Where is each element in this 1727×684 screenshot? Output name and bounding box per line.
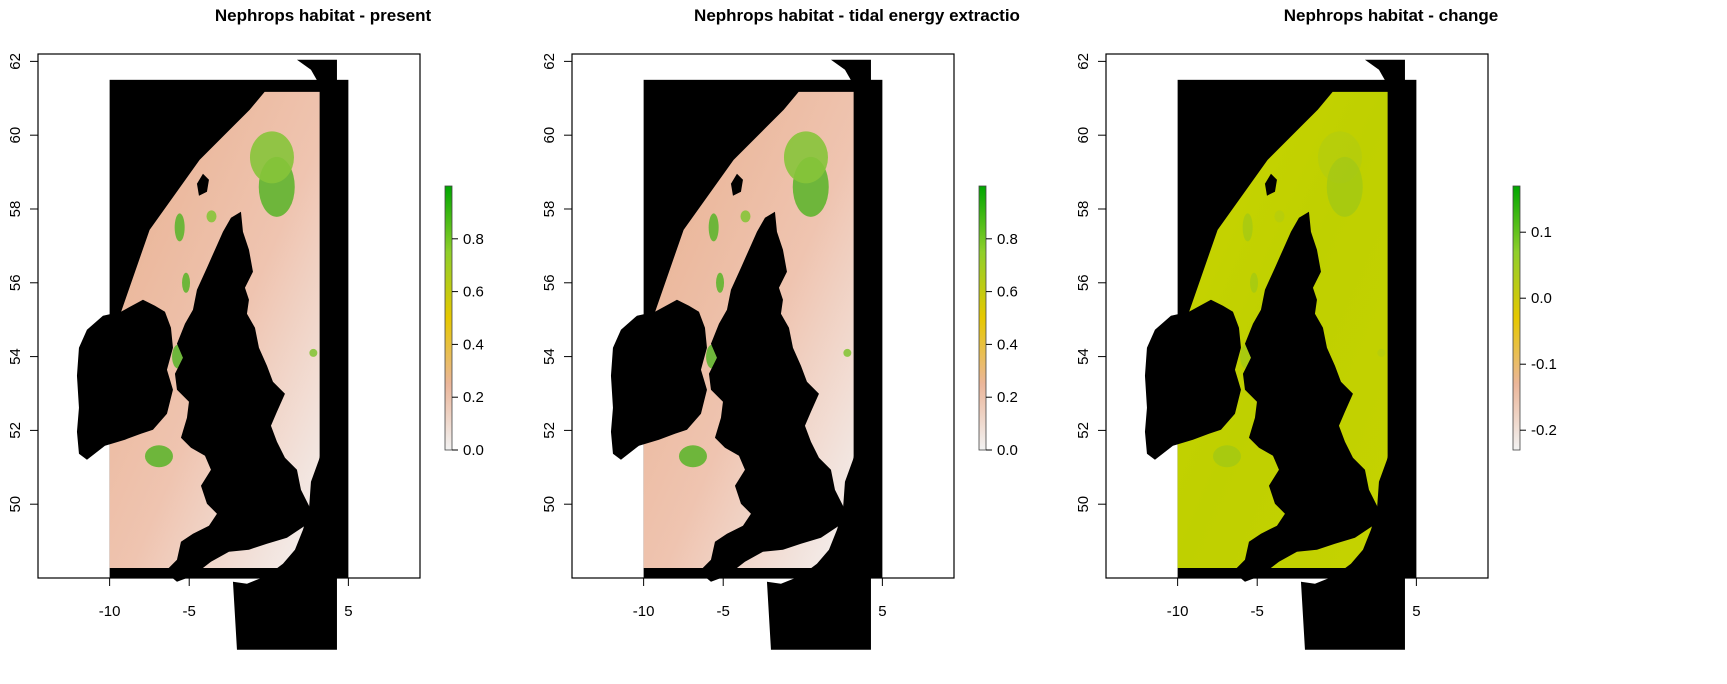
panel-title: Nephrops habitat - tidal energy extracti… (694, 6, 1020, 25)
legend-tick-label: 0.8 (463, 231, 484, 248)
habitat-patch (740, 210, 751, 223)
y-tick-label: 54 (1075, 348, 1092, 365)
legend-tick-label: -0.1 (1531, 356, 1557, 373)
habitat-patch (678, 445, 707, 468)
map-panel-2: Nephrops habitat - tidal energy extracti… (541, 6, 1020, 650)
y-tick-label: 62 (1075, 53, 1092, 70)
x-tick-label: -5 (717, 603, 730, 620)
y-tick-label: 62 (7, 53, 24, 70)
legend-tick-label: 0.0 (1531, 290, 1552, 307)
habitat-patch (1242, 213, 1253, 242)
x-tick-label: 5 (344, 603, 352, 620)
x-tick-label: -10 (1167, 603, 1189, 620)
habitat-patch (1250, 272, 1259, 293)
legend-colorbar (444, 185, 453, 451)
y-tick-label: 50 (1075, 496, 1092, 513)
x-tick-label: -10 (633, 603, 655, 620)
habitat-patch (182, 272, 191, 293)
y-tick-label: 62 (541, 53, 558, 70)
legend-tick-label: 0.2 (463, 389, 484, 406)
y-tick-label: 54 (541, 348, 558, 365)
panel-title: Nephrops habitat - change (1284, 6, 1498, 25)
habitat-patch (174, 213, 185, 242)
map-panel-1: Nephrops habitat - present -10 -5 0 5 50 52 54 5… (7, 6, 484, 650)
habitat-patch (1377, 348, 1386, 357)
y-tick-label: 56 (1075, 274, 1092, 291)
plot-frame (571, 53, 955, 579)
legend-tick-label: 0.4 (997, 336, 1018, 353)
habitat-patch (1274, 210, 1285, 223)
legend-tick-label: 0.1 (1531, 224, 1552, 241)
y-tick-label: 60 (7, 127, 24, 144)
legend-tick-label: 0.0 (997, 442, 1018, 459)
y-tick-label: 58 (1075, 201, 1092, 218)
legend-tick-label: -0.2 (1531, 422, 1557, 439)
habitat-patch (206, 210, 217, 223)
panel-title: Nephrops habitat - present (215, 6, 432, 25)
y-tick-label: 52 (7, 422, 24, 439)
plot-frame (1105, 53, 1489, 579)
habitat-patch (144, 445, 173, 468)
habitat-patch (783, 131, 828, 184)
map-panel-3: Nephrops habitat - change -10 -5 0 5 50 52 54 56… (1075, 6, 1557, 650)
habitat-patch (1212, 445, 1241, 468)
y-tick-label: 52 (541, 422, 558, 439)
habitat-patch (708, 213, 719, 242)
x-tick-label: 0 (1333, 603, 1341, 620)
y-tick-label: 52 (1075, 422, 1092, 439)
habitat-patch (716, 272, 725, 293)
y-tick-label: 60 (1075, 127, 1092, 144)
x-tick-label: -5 (1251, 603, 1264, 620)
x-tick-label: 5 (1412, 603, 1420, 620)
legend-colorbar (978, 185, 987, 451)
habitat-patch (309, 348, 318, 357)
legend-tick-label: 0.2 (997, 389, 1018, 406)
habitat-patch (1317, 131, 1362, 184)
x-tick-label: 5 (878, 603, 886, 620)
y-tick-label: 56 (541, 274, 558, 291)
habitat-patch (843, 348, 852, 357)
x-tick-label: 0 (265, 603, 273, 620)
y-tick-label: 58 (7, 201, 24, 218)
x-tick-label: -10 (99, 603, 121, 620)
plot-frame (37, 53, 421, 579)
legend-tick-label: 0.4 (463, 336, 484, 353)
legend-tick-label: 0.6 (463, 284, 484, 301)
x-tick-label: 0 (799, 603, 807, 620)
y-tick-label: 60 (541, 127, 558, 144)
y-tick-label: 50 (541, 496, 558, 513)
legend-colorbar (1512, 185, 1521, 451)
x-tick-label: -5 (183, 603, 196, 620)
legend-tick-label: 0.6 (997, 284, 1018, 301)
habitat-patch (1326, 156, 1363, 217)
legend-tick-label: 0.8 (997, 231, 1018, 248)
habitat-patch (249, 131, 294, 184)
y-tick-label: 50 (7, 496, 24, 513)
y-tick-label: 56 (7, 274, 24, 291)
legend-tick-label: 0.0 (463, 442, 484, 459)
y-tick-label: 58 (541, 201, 558, 218)
y-tick-label: 54 (7, 348, 24, 365)
